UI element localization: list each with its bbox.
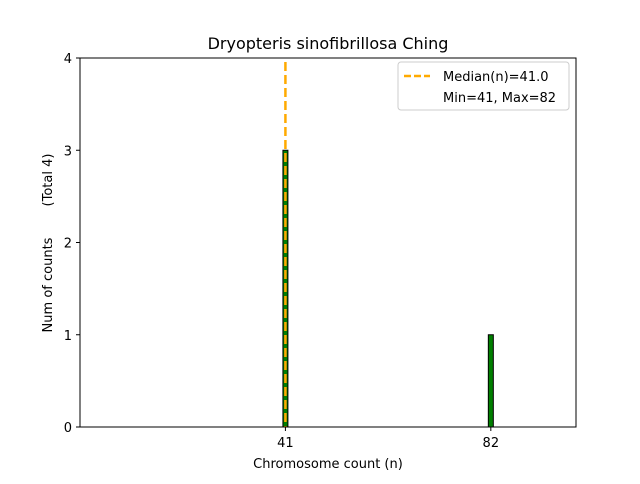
legend-range-label: Min=41, Max=82 <box>443 91 556 106</box>
y-tick-label-0: 0 <box>64 421 72 436</box>
y-tick-label-3: 3 <box>64 144 72 159</box>
x-tick-label-41: 41 <box>277 436 294 451</box>
x-axis-label: Chromosome count (n) <box>253 457 403 472</box>
legend: Median(n)=41.0 Min=41, Max=82 <box>397 61 570 111</box>
y-axis-label: Num of counts <box>41 237 56 332</box>
plot-area: 41 82 0 1 2 3 4 <box>64 52 577 451</box>
bar-82 <box>487 334 494 428</box>
y-tick-label-1: 1 <box>64 329 72 344</box>
y-axis-total-note: (Total 4) <box>41 154 56 207</box>
x-tick-label-82: 82 <box>483 436 500 451</box>
legend-box <box>397 61 570 111</box>
y-tick-label-4: 4 <box>64 52 72 67</box>
y-tick-label-2: 2 <box>64 237 72 252</box>
chart-title: Dryopteris sinofibrillosa Ching <box>208 34 449 53</box>
legend-median-label: Median(n)=41.0 <box>443 70 549 85</box>
